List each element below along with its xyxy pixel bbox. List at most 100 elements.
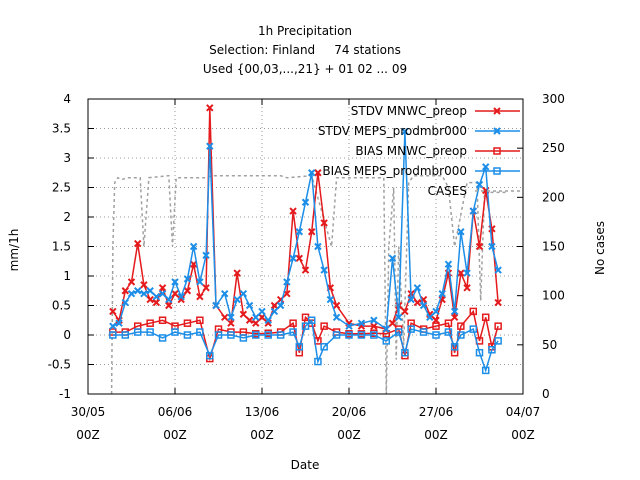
data-point-stroke [314,169,322,177]
data-point-stroke [289,254,297,263]
x-tick-label-hour: 00Z [337,428,361,442]
data-point [394,328,403,336]
data-point [202,251,210,260]
data-point [295,254,303,263]
data-point [115,319,123,327]
data-point-stroke [482,163,490,171]
data-point-stroke [475,180,484,189]
data-point [407,295,415,304]
y2-tick-label: 300 [542,92,565,106]
y-tick-label: 0.5 [52,299,71,313]
x-tick-label: 06/06 [158,405,193,419]
data-point [320,343,328,351]
data-point [494,337,502,345]
data-point [127,289,136,298]
data-point [134,287,142,295]
data-point [370,331,378,339]
data-point [401,127,409,136]
axis-ticks: -1 -0.5 0 0.5 1 1.5 2 2.5 3 3.5 4 0 50 100 150 200 250 30… [48,92,565,442]
legend-entry: STDV MEPS_prodmbr000 [318,124,520,138]
data-point-stroke [109,322,117,330]
legend-label: BIAS MNWC_preop [355,144,467,158]
data-point [382,325,390,333]
data-point [450,343,459,351]
data-point-stroke [407,295,415,304]
data-point [227,313,235,322]
data-point-stroke [457,228,465,236]
data-point [419,328,428,336]
legend-entry: STDV MNWC_preop [351,104,520,118]
y-tick-label: 2 [63,210,71,224]
data-point-stroke [239,310,248,319]
data-point [165,301,173,310]
y-tick-label: 1 [63,269,71,283]
data-point [301,198,310,206]
data-point-stroke [450,313,459,322]
y-axis-label: mm/1h [7,229,21,272]
data-point-stroke [158,289,167,298]
data-point-stroke [345,322,353,330]
data-point-stroke [227,313,235,322]
data-point [146,319,154,327]
data-point [450,313,459,322]
data-point [270,301,279,310]
data-point [227,331,235,339]
data-point-stroke [258,307,266,316]
data-point [134,239,142,248]
data-point [252,313,260,322]
data-point-stroke [196,278,204,286]
y2-tick-label: 50 [542,338,557,352]
y-tick-label: 3.5 [52,122,71,136]
legend-entry: BIAS MNWC_preop [355,144,520,158]
legend-label: CASES [428,184,467,198]
x-tick-label: 20/06 [332,405,367,419]
series-line [110,174,509,395]
data-point-stroke [165,301,173,310]
data-point-stroke [115,319,123,327]
legend-label: STDV MNWC_preop [351,104,467,118]
data-point-stroke [289,207,297,215]
data-point [227,319,235,327]
data-point-stroke [382,325,390,333]
data-point [481,366,490,375]
data-point-stroke [463,269,471,277]
data-point [308,228,316,236]
series-3 [109,316,502,375]
data-point-stroke [370,322,378,330]
data-point [320,219,328,227]
title-line-3: Used {00,03,...,21} + 01 02 ... 09 [203,62,407,76]
data-point [221,313,229,322]
y-tick-label: -0.5 [48,358,71,372]
data-point-stroke [152,298,161,307]
data-point [109,322,117,330]
data-point-stroke [233,295,241,304]
data-point-stroke [270,301,279,310]
x-tick-label-hour: 00Z [76,428,100,442]
series-line [112,131,499,331]
data-point [264,316,272,324]
data-point-stroke [283,289,291,298]
data-point [239,310,248,319]
data-point [314,242,322,251]
data-point-stroke [457,269,465,277]
data-point-stroke [413,284,422,292]
data-point [401,348,409,357]
y2-tick-label: 100 [542,289,565,303]
data-point [196,316,204,324]
data-point-stroke [276,301,285,310]
data-point-stroke [239,289,248,298]
data-point [206,351,214,360]
data-point-stroke [165,295,173,304]
legend-entry: BIAS MEPS_prodmbr000 [322,164,520,178]
data-point [457,331,465,339]
y2-axis-label: No cases [593,221,607,275]
data-point [438,289,446,298]
legend-marker [493,147,501,155]
data-point-stroke [146,287,154,295]
data-point [481,313,490,322]
data-point-stroke [401,307,409,316]
data-point [140,289,148,298]
data-point-stroke [432,316,440,324]
data-point-stroke [283,278,291,286]
data-point [196,278,204,286]
